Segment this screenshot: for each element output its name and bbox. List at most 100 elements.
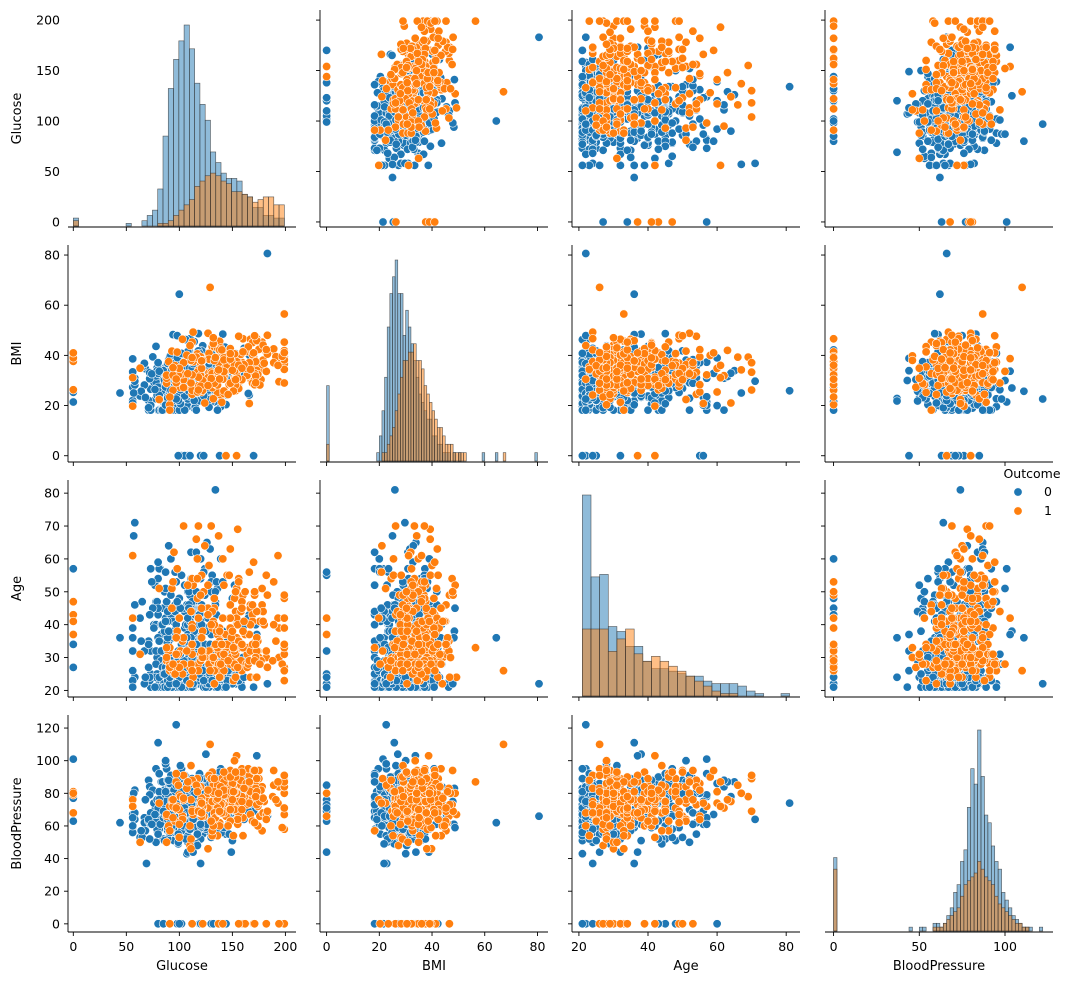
scatter-point-outcome-1 xyxy=(129,374,137,382)
scatter-point-outcome-1 xyxy=(633,218,641,226)
scatter-point-outcome-1 xyxy=(613,154,621,162)
scatter-point-outcome-0 xyxy=(1020,137,1028,145)
y-tick-label: 0 xyxy=(52,916,60,931)
y-tick-label: 50 xyxy=(44,164,60,179)
scatter-point-outcome-1 xyxy=(972,55,980,63)
scatter-point-outcome-1 xyxy=(448,45,456,53)
scatter-point-outcome-1 xyxy=(589,334,597,342)
hist-bar-outcome-0 xyxy=(909,927,912,931)
scatter-point-outcome-1 xyxy=(382,85,390,93)
scatter-point-outcome-1 xyxy=(936,45,944,53)
scatter-point-outcome-1 xyxy=(922,65,930,73)
y-tick-label: 100 xyxy=(36,753,60,768)
scatter-point-outcome-0 xyxy=(116,389,124,397)
y-tick-label: 60 xyxy=(44,818,60,833)
scatter-point-outcome-1 xyxy=(665,47,673,55)
scatter-point-outcome-1 xyxy=(943,452,951,460)
scatter-point-outcome-0 xyxy=(1008,384,1016,392)
scatter-point-outcome-1 xyxy=(987,120,995,128)
scatter-point-outcome-1 xyxy=(949,68,957,76)
scatter-point-outcome-1 xyxy=(747,386,755,394)
hist-bar-outcome-1 xyxy=(195,186,200,226)
scatter-point-outcome-1 xyxy=(747,359,755,367)
scatter-point-outcome-0 xyxy=(450,75,458,83)
scatter-point-outcome-1 xyxy=(975,118,983,126)
hist-bar-outcome-0 xyxy=(746,691,755,696)
scatter-point-outcome-1 xyxy=(274,361,282,369)
scatter-point-outcome-0 xyxy=(647,130,655,138)
scatter-point-outcome-0 xyxy=(627,136,635,144)
scatter-point-outcome-1 xyxy=(678,54,686,62)
scatter-point-outcome-1 xyxy=(967,452,975,460)
hist-bar-outcome-1 xyxy=(435,419,438,461)
scatter-point-outcome-1 xyxy=(606,28,614,36)
y-tick-label: 80 xyxy=(44,248,60,263)
scatter-point-outcome-0 xyxy=(903,376,911,384)
hist-bar-outcome-1 xyxy=(432,411,435,461)
scatter-point-outcome-1 xyxy=(908,90,916,98)
scatter-point-outcome-0 xyxy=(599,218,607,226)
scatter-point-outcome-1 xyxy=(270,345,278,353)
scatter-point-outcome-1 xyxy=(696,34,704,42)
hist-bar-outcome-1 xyxy=(73,221,78,226)
scatter-point-outcome-1 xyxy=(689,27,697,35)
hist-bar-outcome-1 xyxy=(406,361,409,462)
scatter-point-outcome-0 xyxy=(936,173,944,181)
scatter-point-outcome-0 xyxy=(322,94,330,102)
scatter-point-outcome-1 xyxy=(651,452,659,460)
scatter-point-outcome-1 xyxy=(640,17,648,25)
scatter-point-outcome-0 xyxy=(582,120,590,128)
scatter-point-outcome-0 xyxy=(944,140,952,148)
hist-bar-outcome-1 xyxy=(179,210,184,226)
scatter-point-outcome-1 xyxy=(671,84,679,92)
scatter-point-outcome-1 xyxy=(932,70,940,78)
scatter-point-outcome-1 xyxy=(280,310,288,318)
hist-bar-outcome-1 xyxy=(626,629,635,696)
hist-bar-outcome-0 xyxy=(387,327,390,461)
hist-bar-outcome-1 xyxy=(427,394,430,461)
scatter-point-outcome-1 xyxy=(979,109,987,117)
scatter-point-outcome-1 xyxy=(706,89,714,97)
scatter-point-outcome-1 xyxy=(370,126,378,134)
scatter-point-outcome-1 xyxy=(713,100,721,108)
scatter-point-outcome-0 xyxy=(1001,130,1009,138)
scatter-point-outcome-0 xyxy=(200,452,208,460)
scatter-point-outcome-0 xyxy=(737,389,745,397)
hist-bar-outcome-1 xyxy=(279,205,284,226)
scatter-point-outcome-1 xyxy=(829,60,837,68)
scatter-point-outcome-0 xyxy=(437,139,445,147)
scatter-point-outcome-1 xyxy=(723,68,731,76)
scatter-point-outcome-1 xyxy=(647,218,655,226)
hist-bar-outcome-1 xyxy=(686,676,695,696)
hist-bar-outcome-1 xyxy=(184,205,189,226)
scatter-point-outcome-1 xyxy=(829,75,837,83)
scatter-point-outcome-1 xyxy=(956,136,964,144)
scatter-point-outcome-0 xyxy=(785,83,793,91)
scatter-point-outcome-1 xyxy=(908,106,916,114)
scatter-point-outcome-1 xyxy=(968,100,976,108)
hist-bar-outcome-1 xyxy=(200,181,205,226)
hist-bar-outcome-1 xyxy=(651,656,660,696)
hist-bar-outcome-1 xyxy=(721,694,730,696)
hist-bar-outcome-0 xyxy=(919,927,922,931)
scatter-point-outcome-1 xyxy=(606,70,614,78)
scatter-point-outcome-1 xyxy=(613,368,621,376)
hist-bar-outcome-0 xyxy=(755,694,764,696)
scatter-point-outcome-0 xyxy=(379,218,387,226)
x-tick-label: 0 xyxy=(69,939,77,954)
scatter-point-outcome-1 xyxy=(703,371,711,379)
scatter-point-outcome-0 xyxy=(578,349,586,357)
y-tick-label: 150 xyxy=(36,63,60,78)
scatter-point-outcome-1 xyxy=(989,63,997,71)
hist-bar-outcome-1 xyxy=(398,394,401,461)
y-tick-label: 40 xyxy=(44,851,60,866)
scatter-point-outcome-1 xyxy=(967,218,975,226)
scatter-point-outcome-1 xyxy=(201,399,209,407)
scatter-point-outcome-1 xyxy=(129,402,137,410)
scatter-point-outcome-1 xyxy=(934,117,942,125)
y-tick-label: 20 xyxy=(44,398,60,413)
scatter-point-outcome-1 xyxy=(623,57,631,65)
scatter-point-outcome-1 xyxy=(448,60,456,68)
scatter-point-outcome-1 xyxy=(960,66,968,74)
